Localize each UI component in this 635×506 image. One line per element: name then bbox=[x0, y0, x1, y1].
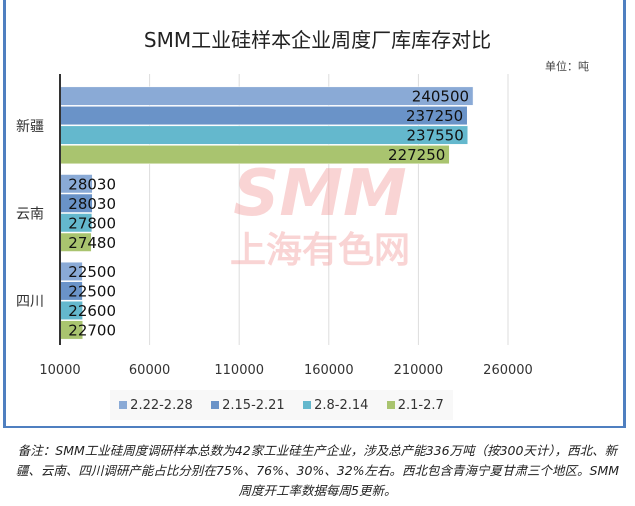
data-label: 22700 bbox=[68, 321, 116, 339]
data-label: 22600 bbox=[68, 302, 116, 320]
x-tick-label: 10000 bbox=[39, 363, 80, 378]
legend-item[interactable]: 2.8-2.14 bbox=[303, 398, 368, 413]
x-tick-label: 160000 bbox=[304, 363, 354, 378]
plot-area: 10000 60000 110000 160000 210000 260000 SMM上海有… bbox=[16, 74, 533, 378]
legend-swatch bbox=[386, 401, 395, 409]
category-label: 四川 bbox=[16, 294, 44, 310]
data-label: 22500 bbox=[68, 282, 116, 300]
legend-swatch bbox=[303, 401, 312, 409]
data-label: 27800 bbox=[68, 214, 116, 232]
legend: 2.22-2.28 2.15-2.21 2.8-2.14 2.1-2.7 bbox=[110, 390, 453, 420]
legend-item[interactable]: 2.1-2.7 bbox=[386, 397, 444, 413]
x-tick-label: 110000 bbox=[214, 363, 264, 378]
data-label: 237550 bbox=[407, 127, 464, 145]
legend-label: 2.1-2.7 bbox=[397, 397, 444, 413]
legend-label: 2.15-2.21 bbox=[222, 397, 285, 413]
data-label: 227250 bbox=[388, 146, 445, 164]
legend-label: 2.22-2.28 bbox=[130, 397, 193, 413]
category-label: 新疆 bbox=[16, 119, 44, 135]
unit-label: 单位：吨 bbox=[545, 60, 589, 73]
category-label: 云南 bbox=[16, 207, 44, 223]
data-label: 28030 bbox=[68, 175, 116, 193]
data-label: 22500 bbox=[68, 263, 116, 281]
legend-swatch bbox=[211, 401, 220, 409]
legend-swatch bbox=[119, 401, 128, 409]
x-tick-label: 210000 bbox=[394, 363, 444, 378]
x-tick-label: 260000 bbox=[483, 363, 533, 378]
legend-label: 2.8-2.14 bbox=[314, 397, 369, 413]
footnote: 备注：SMM工业硅周度调研样本总数为42家工业硅生产企业，涉及总产能336万吨（… bbox=[15, 443, 620, 498]
data-label: 240500 bbox=[412, 88, 469, 106]
watermark-logo: SMM bbox=[233, 157, 406, 231]
chart-title: SMM工业硅样本企业周度厂库库存对比 bbox=[143, 28, 492, 52]
data-label: 28030 bbox=[68, 195, 116, 213]
watermark-text: 上海有色网 bbox=[230, 230, 410, 271]
legend-item[interactable]: 2.22-2.28 bbox=[119, 398, 193, 413]
x-tick-label: 60000 bbox=[129, 363, 170, 378]
chart-frame bbox=[3, 0, 626, 428]
data-label: 237250 bbox=[406, 107, 463, 125]
legend-item[interactable]: 2.15-2.21 bbox=[211, 398, 285, 413]
data-label: 27480 bbox=[68, 234, 116, 252]
